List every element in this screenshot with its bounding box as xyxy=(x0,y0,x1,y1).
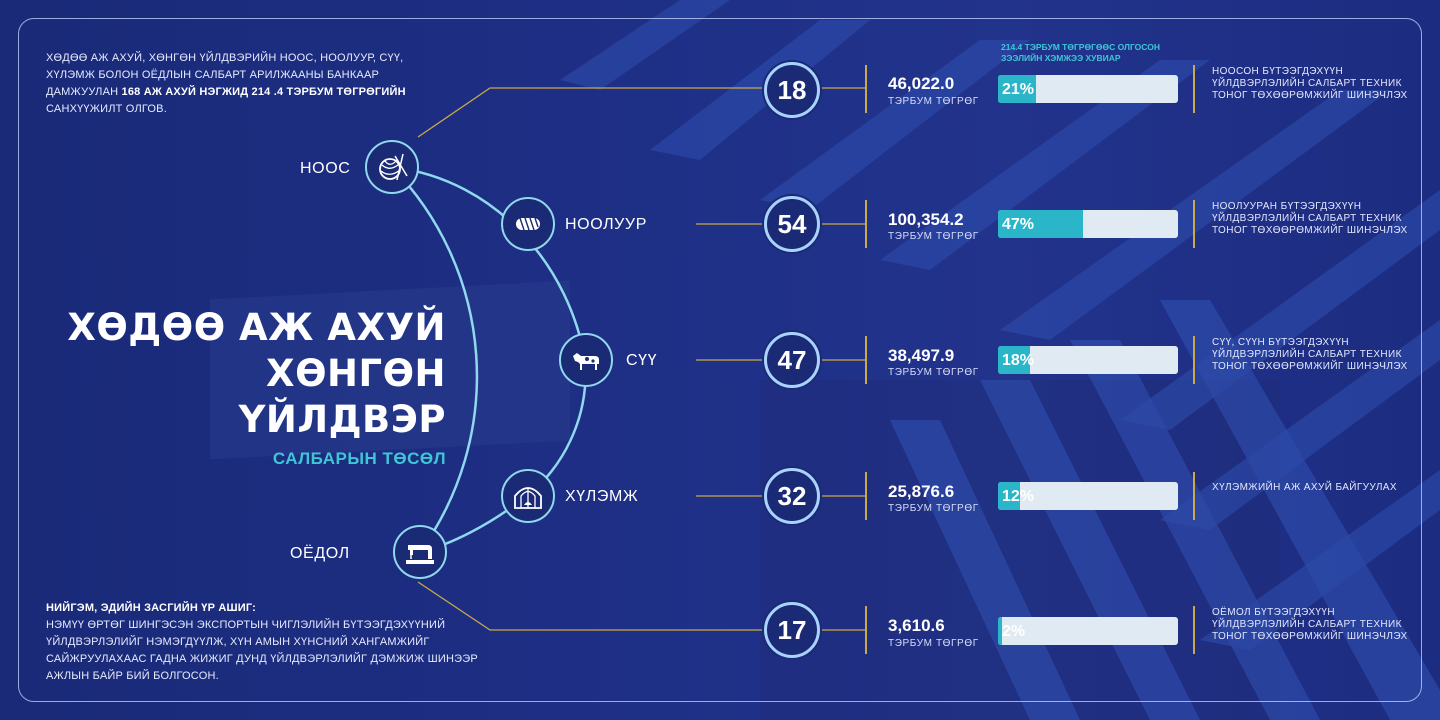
category-label-milk: СҮҮ xyxy=(626,352,658,369)
project-count-wool: 18 xyxy=(764,62,820,118)
social-impact-title: Нийгэм, эдийн засгийн үр ашиг: xyxy=(46,602,257,614)
progress-percent: 47% xyxy=(1002,216,1035,233)
description-greenhouse: Хүлэмжийн аж ахуй байгуулах xyxy=(1212,482,1397,493)
social-impact: Нийгэм, эдийн засгийн үр ашиг: Нэмүү өрт… xyxy=(46,600,496,685)
intro-text-part2: санхүүжилт олгов. xyxy=(46,103,167,115)
description-milk: Сүү, сүүн бүтээгдэхүүн үйлдвэрлэлийн сал… xyxy=(1212,337,1408,372)
divider xyxy=(1193,65,1195,113)
greenhouse-icon xyxy=(501,469,555,523)
progress-percent: 21% xyxy=(1002,81,1035,98)
page-title: ХӨДӨӨ АЖ АХУЙ ХӨНГӨН ҮЙЛДВЭР САЛБАРЫН ТӨ… xyxy=(46,305,446,469)
project-count-milk: 47 xyxy=(764,332,820,388)
amount-wool: 46,022.0 xyxy=(888,74,955,93)
category-label-wool: НООС xyxy=(300,160,351,177)
intro-text: Хөдөө аж ахуй, хөнгөн үйлдвэрийн ноос, н… xyxy=(46,50,416,118)
yarn-icon xyxy=(365,140,419,194)
progress-fill xyxy=(998,75,1036,103)
amount-unit: ТЭРБУМ ТӨГРӨГ xyxy=(888,367,979,378)
project-count-sewing: 17 xyxy=(764,602,820,658)
divider xyxy=(865,200,867,248)
progress-percent: 18% xyxy=(1002,352,1035,369)
intro-text-part1: Хөдөө аж ахуй, хөнгөн үйлдвэрийн ноос, н… xyxy=(46,52,404,98)
amount-milk: 38,497.9 xyxy=(888,346,955,365)
content-frame xyxy=(18,18,1422,702)
category-label-sewing: ОЁДОЛ xyxy=(290,545,350,562)
divider xyxy=(865,65,867,113)
progress-fill xyxy=(998,482,1020,510)
category-label-cashmere: НООЛУУР xyxy=(565,216,647,233)
title-line-2: ХӨНГӨН ҮЙЛДВЭР xyxy=(238,352,446,441)
divider xyxy=(865,606,867,654)
wool-roll-icon xyxy=(501,197,555,251)
progress-percent: 12% xyxy=(1002,488,1035,505)
description-cashmere: Ноолууран бүтээгдэхүүн үйлдвэрлэлийн сал… xyxy=(1212,201,1408,236)
background-building-2 xyxy=(760,380,1280,720)
divider xyxy=(865,472,867,520)
title-line-1: ХӨДӨӨ АЖ АХУЙ xyxy=(67,306,446,349)
progress-percent: 2% xyxy=(1002,623,1026,640)
progress-bar-greenhouse: 12% xyxy=(998,482,1178,510)
progress-bar-sewing: 2% xyxy=(998,617,1178,645)
cow-icon xyxy=(559,333,613,387)
amount-sewing: 3,610.6 xyxy=(888,616,945,635)
divider xyxy=(1193,472,1195,520)
description-sewing: Оёмол бүтээгдэхүүн үйлдвэрлэлийн салбарт… xyxy=(1212,607,1408,642)
divider xyxy=(865,336,867,384)
progress-bar-milk: 18% xyxy=(998,346,1178,374)
progress-bar-wool: 21% xyxy=(998,75,1178,103)
project-count-greenhouse: 32 xyxy=(764,468,820,524)
progress-fill xyxy=(998,210,1083,238)
project-count-cashmere: 54 xyxy=(764,196,820,252)
amount-unit: ТЭРБУМ ТӨГРӨГ xyxy=(888,503,979,514)
sewing-machine-icon xyxy=(393,525,447,579)
title-subtitle: САЛБАРЫН ТӨСӨЛ xyxy=(272,449,446,468)
progress-bar-cashmere: 47% xyxy=(998,210,1178,238)
category-label-greenhouse: ХҮЛЭМЖ xyxy=(565,488,639,505)
divider xyxy=(1193,200,1195,248)
amount-greenhouse: 25,876.6 xyxy=(888,482,955,501)
progress-fill xyxy=(998,617,1002,645)
amount-cashmere: 100,354.2 xyxy=(888,210,964,229)
description-wool: Ноосон бүтээгдэхүүн үйлдвэрлэлийн салбар… xyxy=(1212,66,1408,101)
social-impact-text: Нэмүү өртөг шингэсэн экспортын чиглэлийн… xyxy=(46,619,478,682)
background-stripes xyxy=(560,0,1440,720)
percent-column-header: 214.4 тэрбум төгрөгөөс олгосон зээлийн х… xyxy=(1001,42,1160,63)
amount-unit: ТЭРБУМ ТӨГРӨГ xyxy=(888,96,979,107)
divider xyxy=(1193,606,1195,654)
progress-fill xyxy=(998,346,1031,374)
amount-unit: ТЭРБУМ ТӨГРӨГ xyxy=(888,231,979,242)
intro-text-bold: 168 аж ахуй нэгжид 214 .4 тэрбум төгрөги… xyxy=(121,86,406,98)
amount-unit: ТЭРБУМ ТӨГРӨГ xyxy=(888,638,979,649)
divider xyxy=(1193,336,1195,384)
